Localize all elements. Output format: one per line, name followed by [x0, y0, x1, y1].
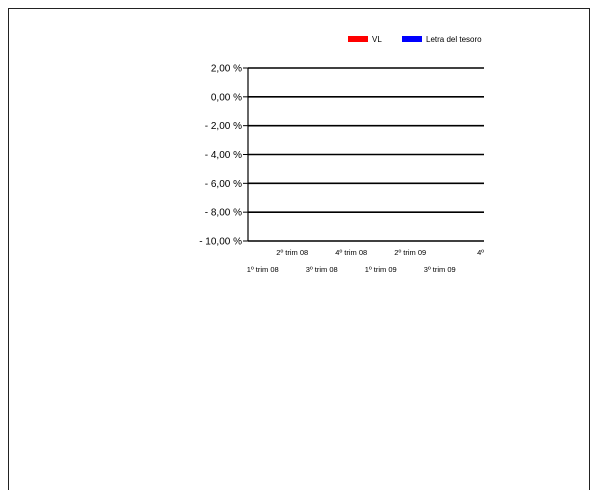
x-tick-label: 3º trim 08 [306, 265, 338, 274]
legend-swatch [402, 36, 422, 42]
legend-label: VL [372, 35, 382, 44]
y-tick-label: - 8,00 % [205, 208, 242, 219]
y-tick-label: 2,00 % [211, 64, 242, 75]
legend: VL Letra del tesoro [348, 35, 482, 44]
x-tick-label: 3º trim 09 [424, 265, 456, 274]
x-tick-label: 1º trim 08 [247, 265, 279, 274]
y-axis: 2,00 % 0,00 % - 2,00 % - 4,00 % - 6,00 % - 8,… [199, 64, 249, 248]
x-tick-label: 4º [477, 248, 484, 257]
x-tick-label: 1º trim 09 [365, 265, 397, 274]
y-tick-label: - 10,00 % [199, 237, 242, 248]
grid [248, 67, 484, 242]
y-tick-label: 0,00 % [211, 92, 242, 103]
chart-frame [8, 8, 590, 490]
x-tick-label: 2º trim 08 [276, 248, 308, 257]
x-axis: 1º trim 08 2º trim 08 3º trim 08 4º trim 08… [247, 248, 484, 274]
y-tick-label: - 4,00 % [205, 150, 242, 161]
x-tick-label: 4º trim 08 [335, 248, 367, 257]
y-tick-label: - 2,00 % [205, 121, 242, 132]
legend-swatch [348, 36, 368, 42]
y-tick-label: - 6,00 % [205, 179, 242, 190]
legend-label: Letra del tesoro [426, 35, 482, 44]
x-tick-label: 2º trim 09 [394, 248, 426, 257]
